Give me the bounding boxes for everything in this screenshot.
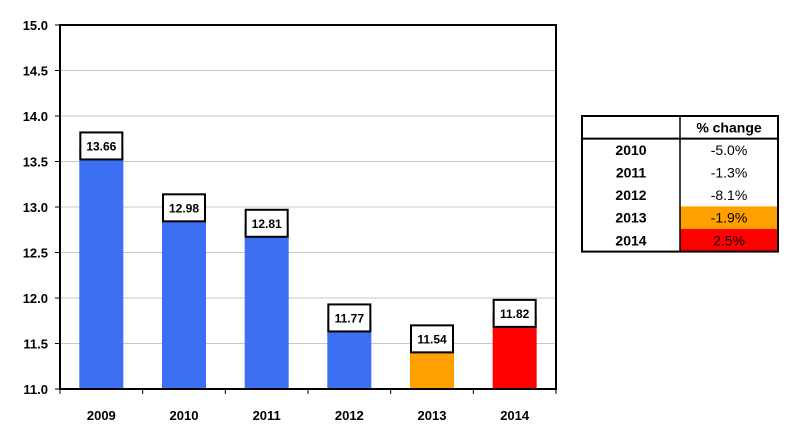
data-label-2014: 11.82	[492, 298, 537, 328]
table-change-2012: -8.1%	[711, 187, 748, 203]
x-tick-label: 2014	[500, 408, 530, 423]
table-year-2013: 2013	[615, 210, 646, 226]
bar-2011	[244, 224, 289, 389]
y-tick-label: 14.0	[23, 109, 48, 124]
gridlines	[60, 70, 556, 344]
data-label-box	[492, 298, 537, 328]
y-axis-ticks: 11.0 11.5 12.0 12.5 13.0 13.5 14.0 14.5 15.0	[23, 18, 60, 397]
data-label-box	[410, 324, 454, 354]
table-year-2014: 2014	[615, 232, 646, 248]
data-label-2011: 12.81	[244, 208, 289, 238]
data-label-2012: 11.77	[327, 303, 372, 333]
table-year-2010: 2010	[615, 142, 646, 158]
change-cell-fill	[680, 161, 778, 184]
bar-2010	[162, 208, 206, 389]
change-cell-fill	[680, 229, 778, 252]
table-change-2010: -5.0%	[711, 142, 748, 158]
data-label-text: 12.81	[252, 217, 282, 231]
y-tick-label: 11.0	[23, 382, 48, 397]
x-tick-label: 2009	[87, 408, 116, 423]
table-change-2013: -1.9%	[711, 210, 748, 226]
data-labels: 13.66 12.98 12.81 11.77 11.54 11.82	[79, 131, 537, 354]
data-label-box	[327, 303, 372, 333]
data-label-box	[244, 208, 289, 238]
y-tick-label: 15.0	[23, 18, 48, 33]
percent-change-table: % change 2010 -5.0% 2011 -1.3% 2012 -8.1% 2013 -…	[581, 115, 779, 253]
y-tick-label: 14.5	[23, 64, 48, 79]
data-label-box	[162, 193, 206, 223]
bar-2009	[79, 146, 124, 389]
y-tick-label: 13.0	[23, 200, 48, 215]
x-tick-label: 2012	[335, 408, 364, 423]
table-year-2012: 2012	[615, 187, 646, 203]
y-tick-label: 12.5	[23, 246, 48, 261]
table-header-label: % change	[696, 119, 762, 135]
data-label-2013: 11.54	[410, 324, 454, 354]
data-label-2010: 12.98	[162, 193, 206, 223]
change-cell-fill	[680, 183, 778, 207]
table-change-2011: -1.3%	[711, 165, 748, 181]
x-tick-label: 2010	[170, 408, 199, 423]
data-label-text: 11.54	[417, 332, 447, 346]
x-tick-label: 2011	[253, 408, 281, 423]
x-tick-label: 2013	[418, 408, 447, 423]
bars	[79, 146, 537, 389]
data-label-text: 13.66	[86, 139, 116, 153]
data-label-box	[79, 131, 124, 161]
data-label-text: 11.82	[500, 307, 530, 321]
data-label-2009: 13.66	[79, 131, 124, 161]
table-year-2011: 2011	[616, 165, 647, 181]
table-change-2014: 2.5%	[713, 232, 745, 248]
y-tick-label: 13.5	[23, 155, 48, 170]
change-cell-fill	[680, 206, 778, 229]
data-label-text: 11.77	[335, 311, 365, 325]
y-tick-label: 12.0	[23, 291, 48, 306]
x-axis-ticks: 2009 2010 2011 2012 2013 2014	[59, 389, 557, 423]
y-tick-label: 11.5	[23, 337, 48, 352]
change-cell-fill	[680, 138, 778, 162]
data-label-text: 12.98	[169, 201, 199, 215]
